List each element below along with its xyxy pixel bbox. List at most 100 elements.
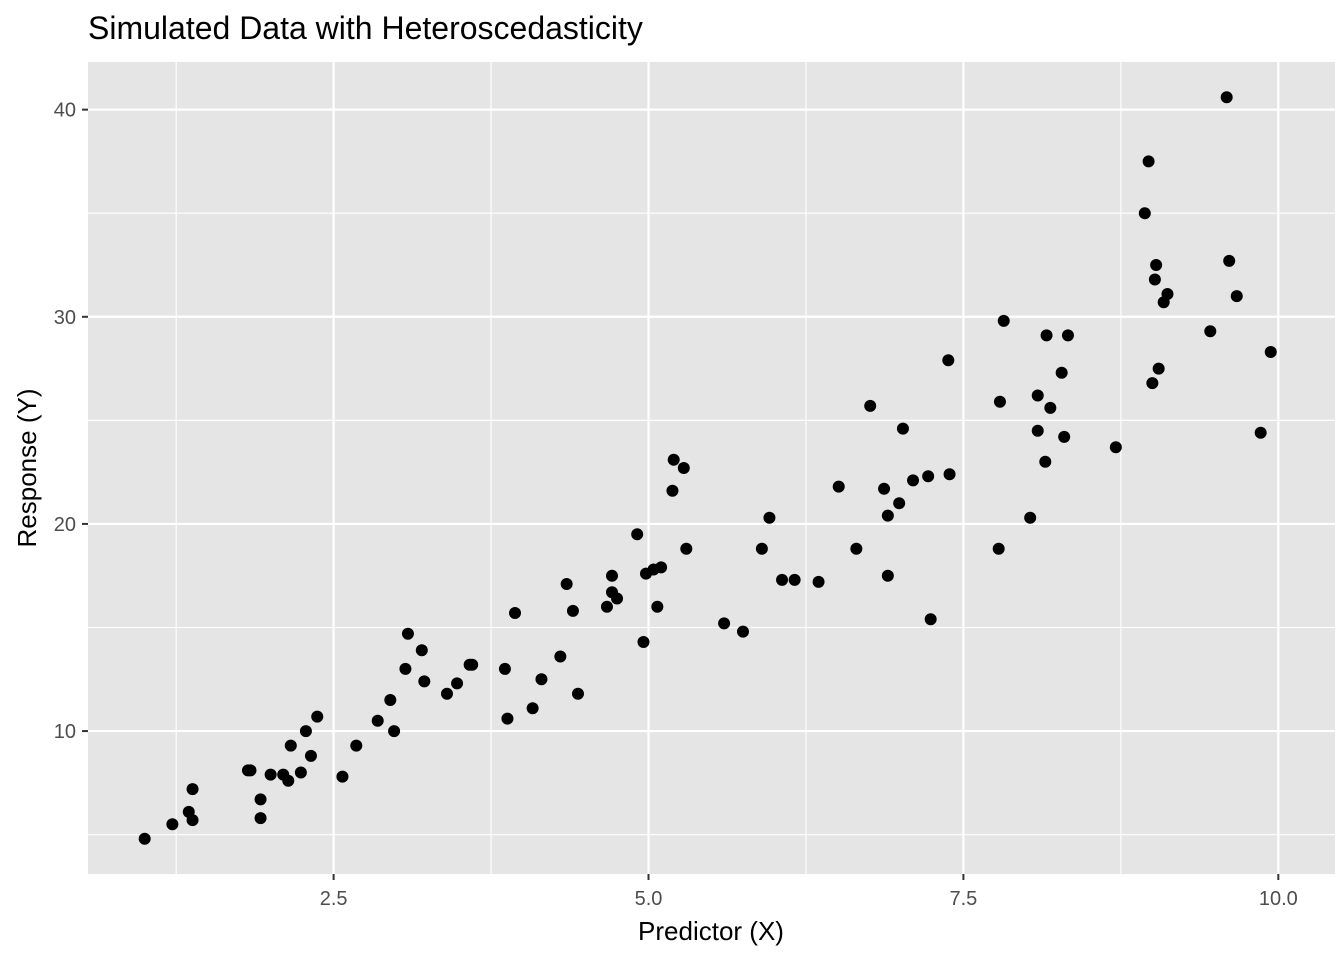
data-point	[600, 600, 613, 613]
data-point	[736, 625, 749, 638]
data-point	[755, 542, 768, 555]
major-gridlines	[88, 62, 1335, 874]
data-point	[1264, 346, 1277, 358]
data-point	[1146, 377, 1159, 390]
data-point	[1039, 455, 1052, 468]
data-point	[922, 470, 935, 483]
data-point	[611, 592, 624, 605]
y-axis-tick-labels: 10 20 30 40	[54, 100, 76, 743]
x-tick-label: 2.5	[320, 888, 348, 910]
y-axis-title: Response (Y)	[12, 389, 42, 548]
data-point	[924, 613, 937, 626]
data-point	[655, 561, 668, 574]
data-point	[451, 677, 464, 690]
data-point	[1044, 401, 1057, 414]
axis-ticks	[82, 108, 1280, 880]
y-tick-label: 30	[54, 307, 76, 329]
data-point	[244, 764, 257, 777]
data-point	[850, 542, 863, 555]
data-point	[1148, 273, 1161, 286]
data-point	[943, 468, 956, 481]
data-points	[138, 91, 1277, 845]
data-point	[680, 542, 693, 555]
plot-panel	[88, 62, 1335, 874]
data-point	[942, 354, 955, 367]
data-point	[526, 702, 539, 715]
data-point	[166, 818, 179, 831]
data-point	[1055, 366, 1068, 379]
data-point	[571, 687, 584, 700]
data-point	[1142, 155, 1155, 168]
data-point	[440, 687, 453, 700]
data-point	[832, 480, 845, 493]
data-point	[1161, 288, 1174, 300]
data-point	[864, 399, 877, 412]
data-point	[388, 725, 401, 738]
data-point	[637, 636, 650, 648]
data-point	[631, 528, 644, 541]
data-point	[1254, 426, 1267, 439]
y-tick-label: 20	[54, 514, 76, 536]
data-point	[535, 673, 548, 686]
data-point	[498, 662, 511, 675]
data-point	[651, 600, 664, 613]
data-point	[667, 453, 680, 466]
data-point	[1138, 207, 1151, 220]
data-point	[1024, 511, 1037, 524]
data-point	[501, 712, 514, 725]
y-tick-label: 10	[54, 721, 76, 743]
data-point	[1223, 254, 1236, 267]
data-point	[284, 739, 297, 752]
data-point	[896, 422, 909, 435]
data-point	[788, 573, 801, 586]
minor-gridlines	[88, 62, 1335, 874]
data-point	[384, 694, 397, 706]
data-point	[1152, 362, 1165, 375]
data-point	[605, 569, 618, 582]
data-point	[350, 739, 363, 752]
data-point	[1109, 441, 1122, 454]
data-point	[812, 575, 825, 588]
data-point	[554, 650, 567, 663]
data-point	[254, 793, 267, 806]
x-tick-label: 5.0	[635, 888, 663, 910]
x-axis-title: Predictor (X)	[638, 916, 784, 946]
data-point	[1150, 259, 1163, 271]
data-point	[992, 542, 1005, 555]
data-point	[776, 573, 789, 586]
data-point	[264, 768, 277, 781]
data-point	[560, 578, 573, 590]
data-point	[509, 607, 522, 619]
data-point	[763, 511, 776, 524]
data-point	[1058, 430, 1071, 443]
data-point	[881, 569, 894, 582]
data-point	[1031, 424, 1044, 437]
data-point	[415, 644, 428, 657]
data-point	[371, 714, 384, 727]
data-point	[254, 812, 267, 825]
data-point	[282, 774, 295, 787]
data-point	[893, 497, 906, 510]
data-point	[1204, 325, 1217, 338]
data-point	[881, 509, 894, 522]
y-tick-label: 40	[54, 100, 76, 122]
data-point	[677, 462, 690, 474]
data-point	[418, 675, 431, 688]
data-point	[336, 770, 349, 783]
data-point	[401, 627, 414, 640]
data-point	[304, 749, 317, 762]
x-tick-label: 10.0	[1259, 888, 1298, 910]
data-point	[311, 710, 324, 723]
data-point	[666, 484, 679, 497]
data-point	[566, 604, 579, 617]
data-point	[1061, 329, 1074, 342]
data-point	[466, 658, 479, 671]
data-point	[1230, 290, 1243, 303]
data-point	[997, 314, 1010, 327]
data-point	[1040, 329, 1053, 342]
data-point	[718, 617, 731, 630]
data-point	[299, 725, 312, 738]
data-point	[186, 814, 199, 827]
chart-title: Simulated Data with Heteroscedasticity	[88, 10, 643, 46]
